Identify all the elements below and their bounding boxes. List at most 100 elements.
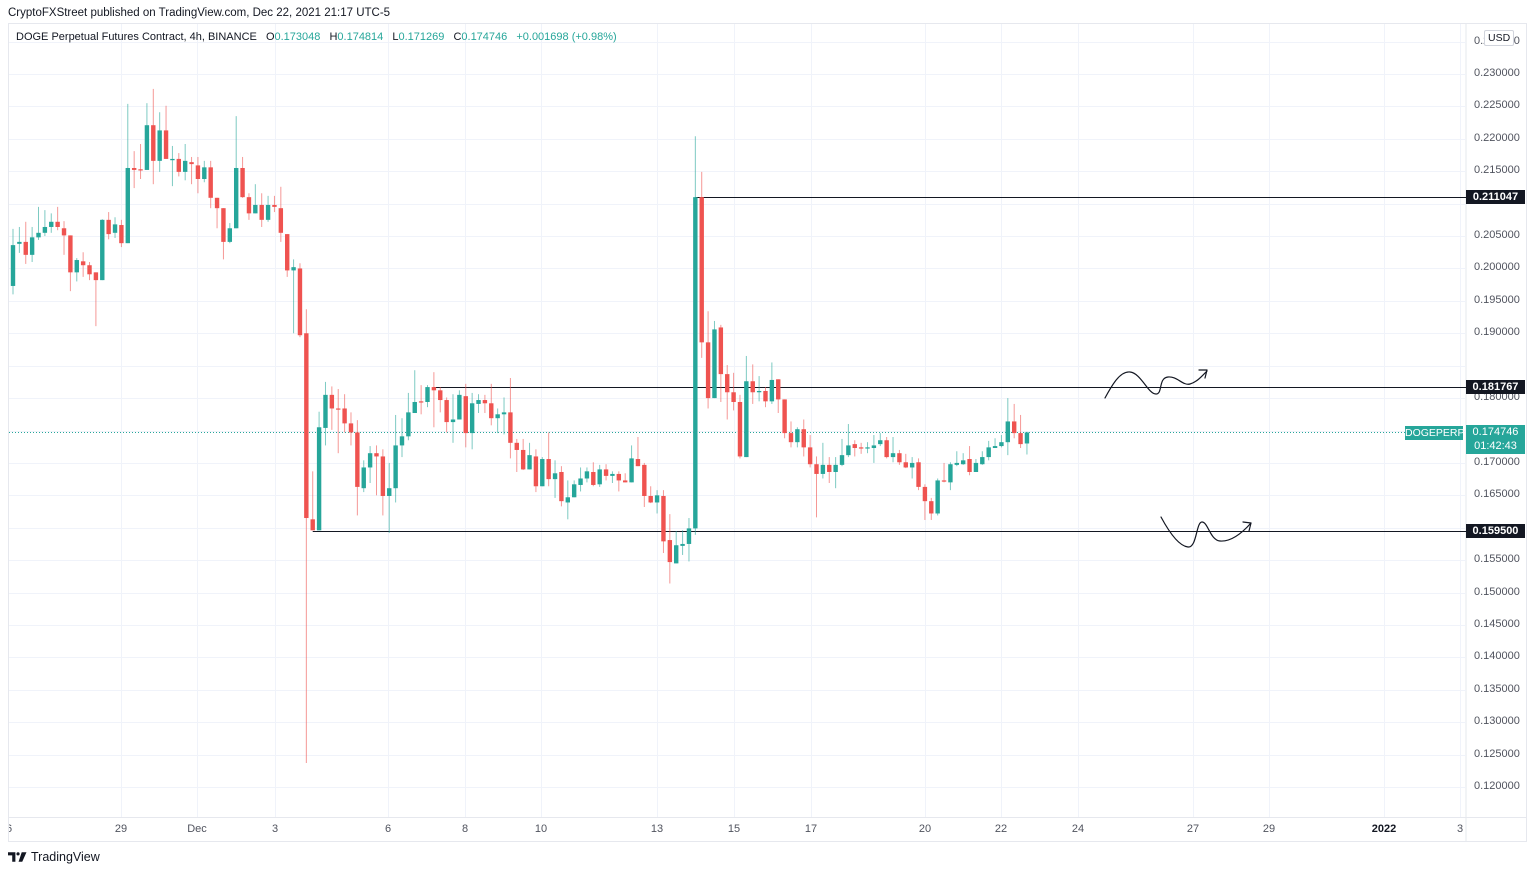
candle-body — [597, 469, 602, 485]
legend-open-label: O — [265, 31, 275, 43]
candle-up — [316, 411, 322, 531]
candle-down — [903, 453, 908, 469]
candle-body — [769, 379, 775, 402]
candle-up — [948, 462, 953, 491]
candle-body — [310, 519, 315, 531]
candle-body — [74, 260, 79, 273]
candle-body — [272, 204, 277, 207]
candle-body — [878, 440, 883, 445]
candle-down — [635, 436, 641, 467]
candle-body — [744, 381, 749, 458]
candle-up — [871, 435, 877, 463]
candle-body — [941, 480, 947, 482]
legend-title: DOGE Perpetual Futures Contract, 4h, BIN… — [16, 31, 257, 43]
candle-body — [119, 225, 124, 244]
candle-body — [157, 130, 162, 161]
legend-low-value: 0.171269 — [398, 31, 445, 43]
candle-up — [756, 376, 762, 402]
candle-body — [431, 387, 437, 391]
candle-body — [291, 267, 296, 271]
candle-body — [948, 464, 953, 483]
candle-body — [756, 390, 762, 393]
candle-body — [980, 457, 985, 465]
candlestick-series[interactable] — [10, 88, 1030, 764]
candle-down — [922, 484, 928, 520]
candle-body — [1024, 432, 1030, 444]
candle-body — [725, 374, 730, 393]
candle-body — [814, 464, 819, 474]
price-tick-label: 0.150000 — [1474, 585, 1520, 598]
candle-body — [737, 401, 743, 457]
candle-down — [897, 449, 902, 465]
candle-up — [954, 451, 959, 467]
tradingview-brand[interactable]: TradingView — [8, 850, 100, 864]
candle-up — [291, 259, 296, 334]
candle-up — [361, 460, 366, 493]
candle-body — [807, 447, 813, 465]
candle-body — [718, 327, 724, 375]
legend-change: +0.001698 (+0.98%) — [516, 31, 617, 43]
candle-up — [992, 438, 998, 449]
arrowhead-icon — [1198, 369, 1208, 379]
level-price-tag: 0.181767 — [1466, 379, 1525, 394]
candle-body — [489, 403, 494, 419]
candle-body — [253, 204, 258, 214]
candle-up — [253, 184, 258, 214]
candle-body — [29, 237, 35, 255]
candle-body — [233, 167, 239, 229]
candle-down — [355, 420, 360, 516]
candle-down — [559, 466, 564, 507]
candle-body — [304, 333, 309, 519]
symbol-legend[interactable]: DOGE Perpetual Futures Contract, 4h, BIN… — [16, 31, 617, 43]
candle-body — [674, 545, 679, 564]
candle-body — [202, 167, 207, 180]
horizontal-levels[interactable] — [312, 197, 1466, 532]
candle-up — [909, 457, 915, 479]
candle-down — [520, 438, 526, 471]
candle-down — [699, 171, 704, 358]
candle-body — [865, 447, 870, 449]
candle-up — [571, 480, 577, 498]
wavy-arrow-up-path[interactable] — [1104, 370, 1208, 399]
candle-body — [348, 423, 354, 433]
candle-up — [744, 355, 749, 458]
candle-down — [138, 144, 143, 180]
time-tick-label: 3 — [271, 823, 279, 835]
candle-body — [960, 460, 966, 465]
candle-body — [1018, 433, 1023, 445]
candle-body — [374, 453, 379, 457]
candle-body — [208, 167, 213, 198]
candle-body — [425, 387, 430, 402]
candle-down — [246, 193, 252, 220]
candle-down — [616, 471, 622, 492]
candle-down — [814, 456, 819, 518]
candle-down — [642, 462, 647, 507]
chart-pane[interactable] — [8, 23, 1527, 842]
candle-body — [992, 446, 998, 449]
candle-body — [884, 440, 889, 458]
time-tick-label: 29 — [114, 823, 128, 835]
candle-body — [259, 204, 264, 220]
candle-body — [355, 432, 360, 487]
candle-up — [476, 394, 481, 414]
price-tick-label: 0.165000 — [1474, 488, 1520, 501]
candle-down — [61, 221, 67, 255]
candle-up — [323, 381, 328, 446]
legend-low-label: L — [392, 31, 399, 43]
wavy-arrow-dip-path[interactable] — [1160, 516, 1252, 548]
candle-body — [705, 342, 711, 399]
currency-badge[interactable]: USD — [1484, 30, 1515, 46]
candle-body — [603, 469, 609, 476]
candle-body — [55, 221, 60, 227]
candle-down — [916, 458, 921, 491]
time-tick-label: 26 — [9, 823, 13, 835]
candle-body — [240, 167, 245, 198]
candle-body — [151, 125, 156, 161]
time-axis[interactable]: 2629Dec36810131517202224272920223 — [9, 818, 1466, 842]
candle-down — [119, 219, 124, 248]
annotation-drawings[interactable] — [1104, 369, 1252, 548]
grid — [9, 24, 1466, 817]
candle-down — [272, 195, 277, 213]
candle-up — [833, 457, 838, 489]
